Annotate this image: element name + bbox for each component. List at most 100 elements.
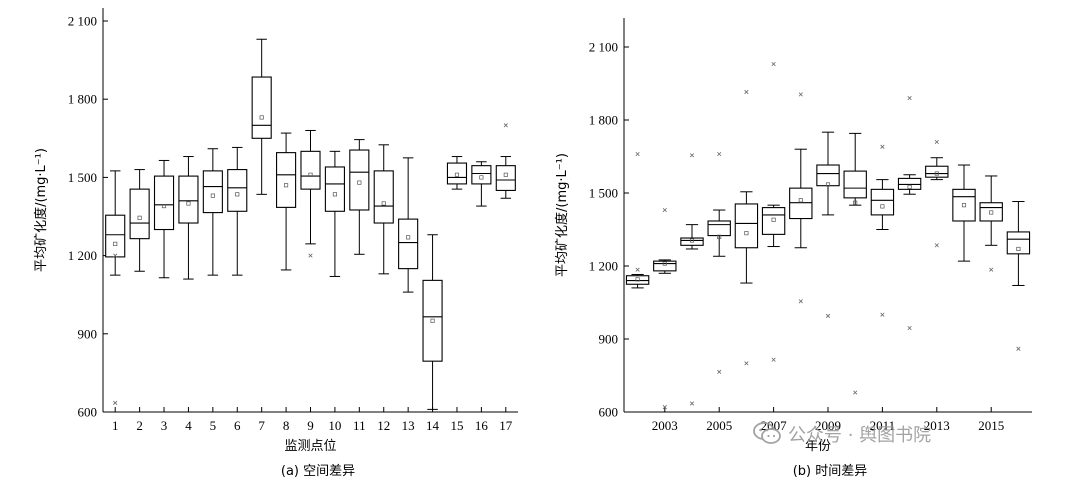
- panel-b-box-2011: [870, 144, 895, 317]
- panel-b-box-2016: [1006, 201, 1031, 351]
- panel-a-y-axis-title: 平均矿化度/(mg·L⁻¹): [33, 148, 49, 272]
- mean-marker: [771, 217, 776, 222]
- panel-a-x-tick-label: 2: [136, 418, 143, 433]
- mean-marker: [503, 172, 508, 177]
- iqr-box: [761, 207, 786, 235]
- outlier-marker: [744, 89, 749, 95]
- panel-b-box-2006: [734, 89, 759, 366]
- outlier-marker: [308, 253, 313, 258]
- panel-b-x-tick-label: 2015: [978, 418, 1004, 433]
- panel-a-x-tick-label: 12: [377, 418, 390, 433]
- panel-b-y-tick-label: 1 200: [589, 259, 618, 274]
- mean-marker: [381, 201, 386, 206]
- mean-marker: [798, 198, 803, 203]
- mean-marker: [161, 204, 167, 209]
- panel-b-caption: (b) 时间差异: [792, 464, 868, 479]
- outlier-marker: [689, 153, 695, 158]
- panel-a-box-2: [129, 169, 150, 272]
- iqr-box: [251, 76, 272, 139]
- mean-marker: [406, 235, 411, 240]
- outlier-marker: [798, 299, 803, 304]
- panel-a-box-10: [324, 150, 345, 277]
- outlier-marker: [113, 253, 118, 258]
- panel-b-x-tick-label: 2005: [706, 418, 732, 433]
- panel-a-y-tick-label: 600: [78, 405, 98, 420]
- mean-marker: [689, 238, 695, 243]
- mean-marker: [880, 204, 885, 209]
- panel-b-box-2007: [761, 61, 786, 362]
- panel-b-y-tick-label: 600: [599, 405, 619, 420]
- outlier-marker: [662, 405, 667, 410]
- panel-a-y-tick-label: 900: [78, 326, 98, 341]
- outlier-marker: [771, 61, 776, 67]
- mean-marker: [1016, 246, 1021, 252]
- panel-a-x-tick-label: 17: [499, 418, 513, 433]
- iqr-box: [373, 170, 394, 224]
- panel-a-x-tick-label: 16: [475, 418, 489, 433]
- mean-marker: [989, 210, 994, 215]
- outlier-marker: [771, 357, 776, 362]
- iqr-box: [446, 162, 468, 185]
- panel-a-box-3: [153, 159, 175, 279]
- outlier-marker: [989, 267, 994, 272]
- iqr-box: [324, 166, 345, 212]
- panel-a-x-tick-label: 4: [185, 418, 192, 433]
- iqr-box: [979, 202, 1003, 222]
- mean-marker: [907, 184, 912, 189]
- panel-a-box-16: [471, 161, 492, 207]
- panel-a-y-tick-label: 1 200: [68, 248, 97, 263]
- iqr-box: [105, 214, 126, 258]
- panel-a-x-tick-label: 14: [426, 418, 440, 433]
- panel-b-y-tick-label: 2 100: [589, 40, 618, 55]
- panel-b-x-tick-label: 2013: [924, 418, 950, 433]
- panel-b-x-tick-label: 2009: [815, 418, 841, 433]
- mean-marker: [210, 193, 215, 198]
- outlier-marker: [880, 144, 885, 149]
- panel-b-box-2010: [843, 132, 867, 395]
- panel-b-box-2003: [653, 207, 677, 410]
- panel-b-y-tick-label: 1 500: [589, 186, 618, 201]
- mean-marker: [186, 201, 191, 206]
- panel-a-box-1: [105, 170, 126, 405]
- mean-marker: [479, 175, 484, 180]
- panel-b-x-tick-label: 2011: [870, 418, 896, 433]
- panel-a-box-8: [276, 132, 297, 271]
- panel-b-box-2013: [925, 139, 949, 248]
- mean-marker: [635, 277, 640, 282]
- mean-marker: [934, 171, 939, 176]
- outlier-marker: [934, 139, 939, 144]
- iqr-box: [653, 260, 677, 272]
- outlier-marker: [503, 123, 508, 128]
- iqr-box: [1006, 231, 1031, 255]
- outlier-marker: [662, 207, 667, 213]
- mean-marker: [308, 172, 313, 177]
- panel-a-x-tick-label: 11: [353, 418, 366, 433]
- panel-a-x-tick-label: 15: [450, 418, 463, 433]
- iqr-box: [422, 279, 443, 362]
- outlier-marker: [825, 313, 831, 318]
- mean-marker: [744, 231, 749, 236]
- iqr-box: [789, 187, 813, 220]
- outlier-marker: [907, 325, 912, 331]
- panel-b-box-2004: [680, 153, 704, 406]
- watermark: 公众号 · 舆图书院: [752, 421, 931, 447]
- outlier-marker: [744, 361, 749, 366]
- iqr-box: [897, 177, 922, 190]
- iqr-box: [227, 169, 248, 212]
- iqr-box: [625, 275, 650, 285]
- panel-a-box-14: [422, 234, 443, 410]
- panel-a-x-tick-label: 7: [258, 418, 265, 433]
- outlier-marker: [880, 312, 885, 317]
- panel-b-box-2014: [952, 164, 976, 262]
- mean-marker: [357, 180, 362, 185]
- iqr-box: [495, 165, 516, 191]
- iqr-box: [870, 188, 895, 216]
- outlier-marker: [635, 151, 640, 157]
- mean-marker: [717, 234, 722, 239]
- panel-b-x-axis-title: 年份: [805, 439, 831, 454]
- panel-b-box-2015: [979, 175, 1003, 272]
- iqr-box: [276, 152, 297, 208]
- outlier-marker: [717, 369, 722, 374]
- iqr-box: [202, 170, 223, 214]
